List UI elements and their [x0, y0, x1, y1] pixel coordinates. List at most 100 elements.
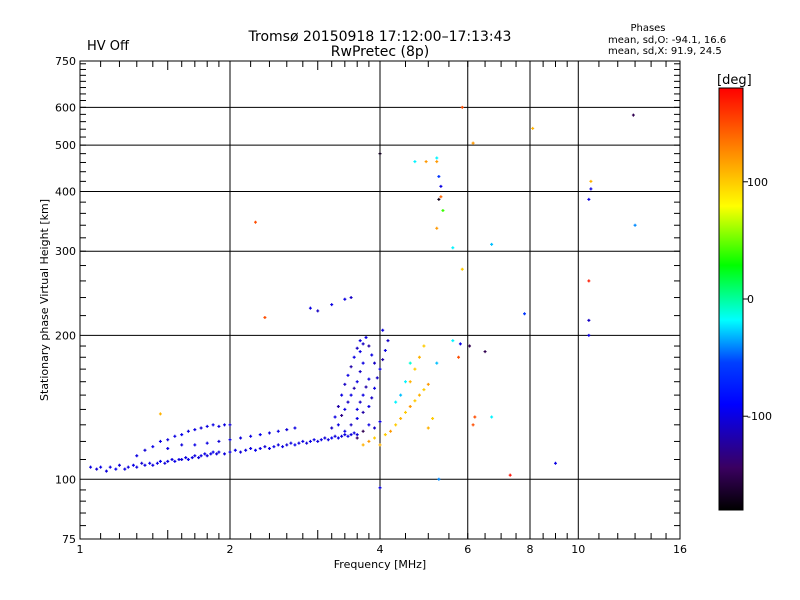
data-point	[293, 426, 297, 430]
axis-ticks	[80, 61, 680, 539]
data-point	[158, 439, 162, 443]
data-point	[217, 450, 221, 454]
data-point	[424, 160, 428, 164]
data-point	[426, 426, 430, 430]
data-point	[233, 448, 237, 452]
y-tick-label: 75	[62, 533, 76, 546]
data-point	[308, 439, 312, 443]
data-point	[417, 355, 421, 359]
data-point	[364, 335, 368, 339]
data-point	[352, 431, 356, 435]
data-point	[378, 367, 382, 371]
y-tick-label: 100	[55, 473, 76, 486]
data-point	[375, 376, 379, 380]
data-point	[361, 342, 365, 346]
y-tick-label: 300	[55, 245, 76, 258]
data-point	[215, 452, 219, 456]
data-point	[336, 404, 340, 408]
data-point	[193, 428, 197, 432]
data-point	[293, 443, 297, 447]
data-point	[367, 404, 371, 408]
data-point	[394, 400, 398, 404]
data-point	[228, 438, 232, 442]
data-point	[340, 393, 344, 397]
data-point	[126, 465, 130, 469]
data-point	[553, 461, 557, 465]
data-point	[343, 382, 347, 386]
data-point	[426, 382, 430, 386]
data-point	[358, 339, 362, 343]
data-point	[373, 386, 377, 390]
data-point	[381, 358, 385, 362]
data-point	[211, 450, 215, 454]
data-point	[378, 152, 382, 156]
data-point	[358, 350, 362, 354]
data-point	[336, 423, 340, 427]
data-point	[135, 465, 139, 469]
data-point	[349, 296, 353, 300]
data-point	[361, 393, 365, 397]
data-point	[355, 407, 359, 411]
data-point	[355, 436, 359, 440]
colorbar-tick-label: 100	[747, 176, 768, 189]
data-point	[367, 423, 371, 427]
data-point	[333, 434, 337, 438]
data-point	[373, 361, 377, 365]
data-point	[439, 195, 443, 199]
data-point	[413, 160, 417, 164]
data-point	[451, 339, 455, 343]
data-point	[408, 380, 412, 384]
data-point	[217, 424, 221, 428]
data-point	[249, 434, 253, 438]
data-point	[457, 355, 461, 359]
data-point	[422, 344, 426, 348]
phases-stats-x: mean, sd,X: 91.9, 24.5	[608, 46, 722, 57]
data-point	[258, 446, 262, 450]
data-point	[170, 457, 174, 461]
data-point	[203, 452, 207, 456]
data-point	[180, 433, 184, 437]
colorbar-tick-label: -100	[747, 410, 772, 423]
data-point	[104, 469, 108, 473]
data-point	[135, 454, 139, 458]
data-point	[373, 436, 377, 440]
data-point	[114, 467, 118, 471]
data-point	[458, 342, 462, 346]
data-point	[343, 297, 347, 301]
data-point	[408, 361, 412, 365]
data-point	[180, 457, 184, 461]
data-point	[490, 415, 494, 419]
data-point	[281, 445, 285, 449]
data-point	[399, 417, 403, 421]
data-point	[223, 423, 227, 427]
data-point	[451, 246, 455, 250]
phase-colorbar	[718, 87, 744, 511]
y-tick-label: 400	[55, 185, 76, 198]
data-point	[205, 454, 209, 458]
x-tick-labels: 1 2 4 6 8 10 16	[77, 543, 688, 556]
data-point	[199, 454, 203, 458]
data-point	[471, 141, 475, 145]
data-point	[180, 443, 184, 447]
x-tick-label: 6	[464, 543, 471, 556]
data-point	[358, 370, 362, 374]
data-point	[217, 439, 221, 443]
y-tick-label: 200	[55, 329, 76, 342]
data-point	[473, 415, 477, 419]
data-point	[531, 126, 535, 130]
data-point	[370, 396, 374, 400]
data-point	[364, 385, 368, 389]
data-point	[316, 439, 320, 443]
data-point	[403, 380, 407, 384]
data-point	[361, 361, 365, 365]
data-point	[349, 433, 353, 437]
chart-subtitle: RwPretec (8p)	[331, 44, 429, 60]
data-point	[490, 242, 494, 246]
data-point	[276, 443, 280, 447]
phases-stats-title: Phases	[630, 23, 665, 34]
data-point	[184, 456, 188, 460]
data-point	[435, 361, 439, 365]
data-point	[319, 438, 323, 442]
data-point	[312, 438, 316, 442]
